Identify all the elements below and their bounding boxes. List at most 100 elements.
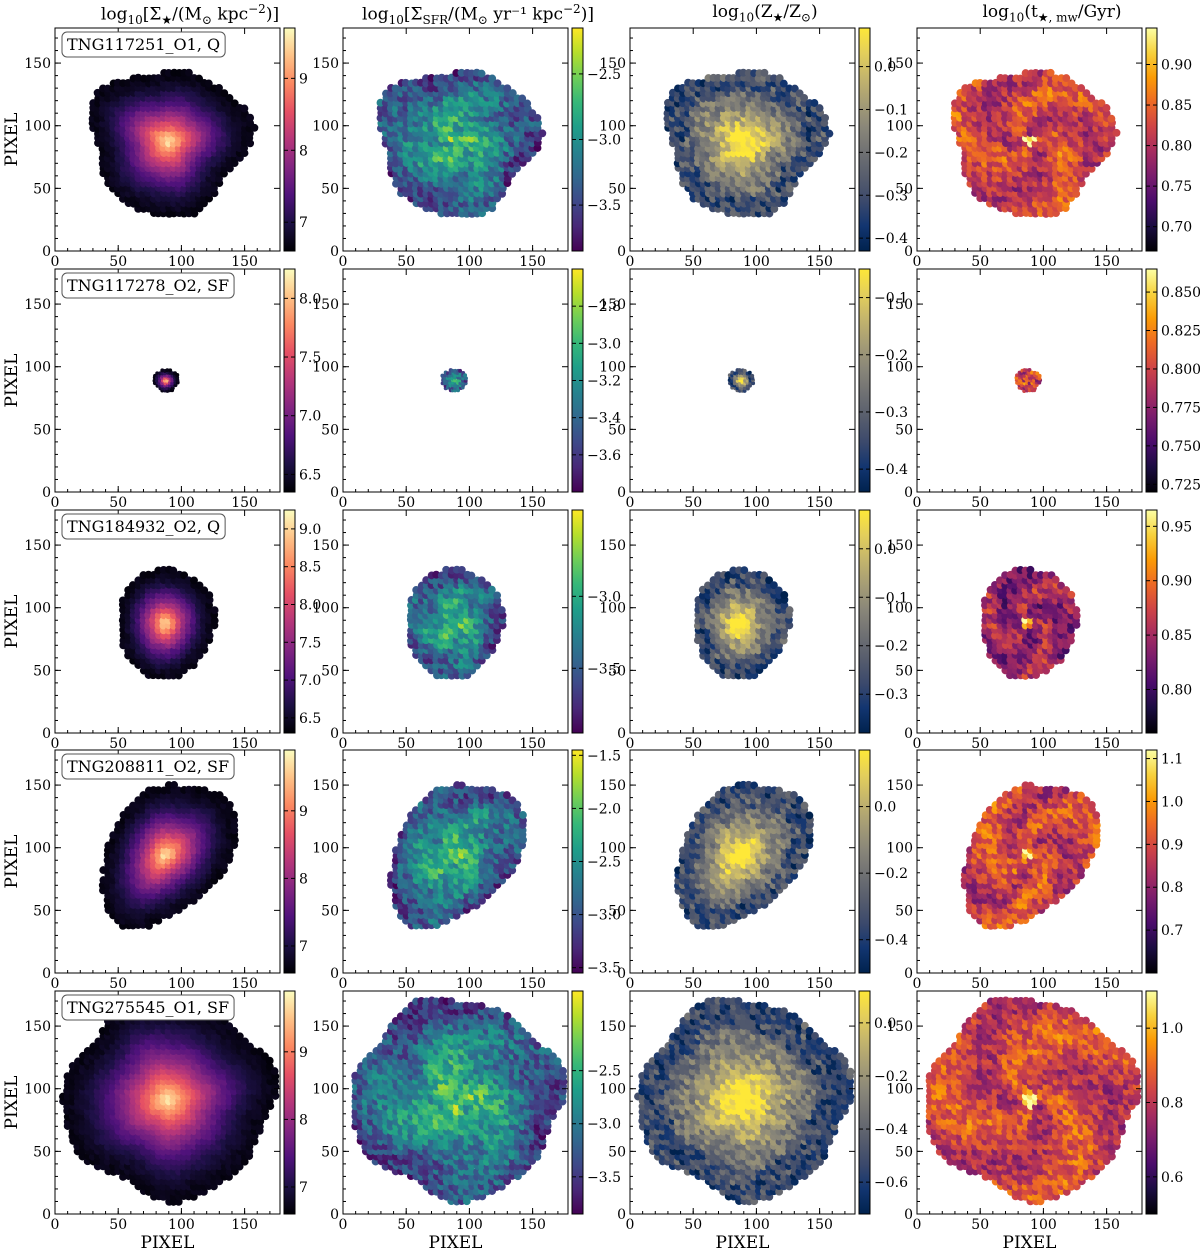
colorbar-tick-label: 7.0 bbox=[299, 673, 321, 689]
map-pixel bbox=[528, 109, 537, 118]
map-pixel bbox=[93, 88, 102, 97]
panel-frame bbox=[54, 27, 281, 252]
map-pixel bbox=[200, 586, 209, 595]
x-tick-label: 50 bbox=[971, 254, 989, 270]
map-pixel bbox=[1051, 74, 1060, 83]
map-pixel bbox=[789, 174, 798, 183]
map-pixels bbox=[727, 368, 756, 393]
colorbar-tick-label: −0.4 bbox=[874, 462, 908, 478]
map-pixel bbox=[103, 94, 112, 103]
colorbar-tick-label: 0.725 bbox=[1161, 477, 1200, 493]
colorbar-tick-label: −3.5 bbox=[587, 198, 621, 214]
y-tick-label: 100 bbox=[24, 360, 51, 376]
y-tick-label: 50 bbox=[608, 422, 626, 438]
x-tick-label: 100 bbox=[743, 495, 770, 511]
y-tick-label: 50 bbox=[895, 181, 913, 197]
colorbar-gradient bbox=[283, 27, 296, 252]
map-pixel bbox=[729, 586, 738, 595]
map-pixel bbox=[463, 373, 468, 378]
map-pixel bbox=[769, 94, 778, 103]
colorbar-tick-label: −0.2 bbox=[874, 348, 908, 364]
colorbar-tick-label: −3.0 bbox=[587, 133, 621, 149]
map-pixel bbox=[694, 144, 702, 153]
map-pixel bbox=[488, 641, 497, 650]
y-tick-label: 100 bbox=[886, 360, 913, 376]
map-pixel bbox=[462, 651, 471, 660]
x-tick-label: 100 bbox=[743, 254, 770, 270]
map-pixel bbox=[412, 84, 421, 93]
panel-frame bbox=[916, 268, 1143, 493]
map-pixel bbox=[714, 571, 723, 580]
map-pixel bbox=[1082, 89, 1091, 98]
colorbar-tick-label: −0.3 bbox=[874, 687, 908, 703]
map-pixel bbox=[1037, 373, 1042, 378]
map-pixel bbox=[488, 74, 497, 83]
map-pixel bbox=[128, 581, 137, 590]
panel-frame bbox=[629, 268, 856, 493]
colorbar-tick-label: −3.6 bbox=[587, 448, 621, 464]
colorbar-tick-label: 0.85 bbox=[1161, 98, 1192, 114]
map-pixel bbox=[1011, 94, 1020, 103]
y-tick-label: 0 bbox=[330, 244, 339, 260]
colorbar-tick-label: 7.5 bbox=[299, 635, 321, 651]
map-pixel bbox=[748, 383, 752, 388]
map-pixel bbox=[457, 68, 466, 77]
map-pixel bbox=[225, 94, 234, 102]
map-pixel bbox=[765, 576, 774, 585]
x-tick-label: 100 bbox=[743, 736, 770, 752]
map-pixel bbox=[407, 626, 416, 635]
map-pixel bbox=[1087, 94, 1096, 103]
y-tick-label: 50 bbox=[321, 663, 339, 679]
x-tick-label: 150 bbox=[231, 736, 258, 752]
map-pixel bbox=[668, 119, 677, 128]
colorbar-tick-label: 0.775 bbox=[1161, 400, 1200, 416]
y-tick-label: 0 bbox=[330, 726, 339, 742]
x-tick-label: 0 bbox=[626, 254, 635, 270]
colorbar-tick-label: 9 bbox=[299, 71, 308, 87]
map-pixel bbox=[154, 641, 163, 650]
colorbar: 0.0 −0.1 −0.2 −0.3 bbox=[858, 509, 908, 734]
y-tick-label: 100 bbox=[24, 601, 51, 617]
y-tick-label: 150 bbox=[886, 297, 913, 313]
map-pixels bbox=[693, 566, 794, 680]
y-tick-label: 50 bbox=[33, 422, 51, 438]
map-pixel bbox=[180, 571, 189, 580]
map-pixel bbox=[981, 79, 990, 88]
column-title-stellar-age: log10(t★, mw/Gyr) bbox=[982, 2, 1122, 25]
colorbar-tick-label: 0.0 bbox=[874, 60, 896, 76]
map-pixel bbox=[503, 124, 511, 133]
colorbar-tick-label: 0.80 bbox=[1161, 139, 1192, 155]
y-tick-label: 100 bbox=[599, 119, 626, 135]
map-pixel bbox=[1066, 114, 1075, 123]
colorbar-gradient bbox=[283, 268, 296, 493]
column-title-stellar-mass-density: log10[Σ★/(M⊙ kpc−2)] bbox=[100, 2, 280, 28]
panel-r2-c4: 0 50 100 1500501001500.8500.8250.8000.7750.… bbox=[886, 268, 1200, 511]
x-tick-label: 150 bbox=[231, 254, 258, 270]
x-tick-label: 150 bbox=[519, 254, 546, 270]
panel-frame bbox=[916, 27, 1143, 252]
y-tick-label: 50 bbox=[895, 422, 913, 438]
map-pixel bbox=[497, 606, 506, 615]
panel-frame bbox=[629, 509, 856, 734]
y-axis-label: PIXEL bbox=[2, 354, 22, 408]
map-pixel bbox=[785, 606, 794, 615]
colorbar-tick-label: −2.8 bbox=[587, 299, 621, 315]
map-pixel bbox=[472, 94, 481, 103]
panel-r2-c3: 0 50 100 150 0 50 100 150 −0.1 −0.2 −0.3 −0.4 bbox=[599, 268, 908, 511]
galaxy-label: TNG117278_O2, SF bbox=[61, 272, 235, 299]
colorbar-tick-label: −0.4 bbox=[874, 231, 908, 247]
map-pixel bbox=[477, 69, 486, 78]
map-pixel bbox=[170, 381, 175, 386]
y-tick-label: 0 bbox=[617, 244, 626, 260]
map-pixel bbox=[397, 179, 405, 188]
panel-frame bbox=[54, 268, 281, 493]
colorbar: 0.0 −0.1 −0.2 −0.3 −0.4 bbox=[858, 27, 908, 252]
colorbar: 7 8 9 bbox=[283, 27, 308, 252]
y-axis-label: PIXEL bbox=[2, 113, 22, 167]
colorbar-tick-label: 9.0 bbox=[299, 522, 321, 538]
map-pixel bbox=[770, 204, 779, 213]
panel-r1-c3: 0 50 100 150 0 50 100 150 0.0 −0.1 −0.2 −0.3 −0.4 bbox=[599, 27, 908, 270]
x-tick-label: 0 bbox=[626, 495, 635, 511]
colorbar-tick-label: −0.2 bbox=[874, 639, 908, 655]
map-pixel bbox=[123, 84, 132, 93]
